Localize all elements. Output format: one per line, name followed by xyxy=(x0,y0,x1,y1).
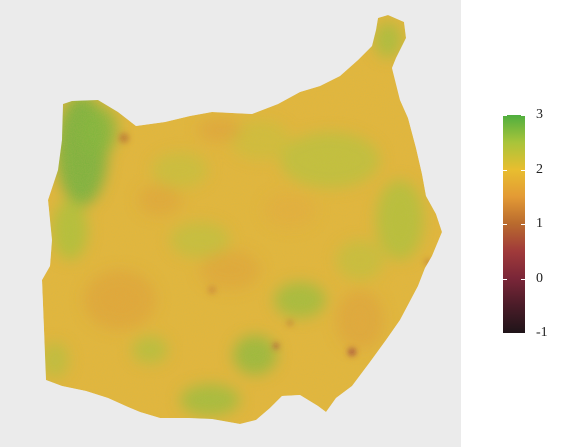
legend-tick-label: 3 xyxy=(536,107,543,122)
legend-tick-mark xyxy=(503,224,507,225)
legend-tick-mark xyxy=(521,333,525,334)
legend-tick-mark xyxy=(503,169,507,171)
color-scale-legend: 3 2 1 0 -1 xyxy=(503,108,573,344)
legend-tick-mark xyxy=(521,115,525,116)
legend-tick-mark xyxy=(521,169,525,171)
choropleth-map xyxy=(42,15,442,424)
legend-tick-label: 2 xyxy=(536,161,543,177)
legend-tick-label: 1 xyxy=(536,216,543,231)
legend-tick-label: -1 xyxy=(536,325,548,340)
region-fill xyxy=(42,15,442,424)
legend-tick-mark xyxy=(521,224,525,225)
legend-tick-label: 0 xyxy=(536,270,543,286)
legend-tick-mark xyxy=(503,278,507,280)
legend-tick-mark xyxy=(503,115,507,116)
color-scale-bar xyxy=(503,115,525,333)
legend-tick-mark xyxy=(503,333,507,334)
legend-tick-mark xyxy=(521,278,525,280)
